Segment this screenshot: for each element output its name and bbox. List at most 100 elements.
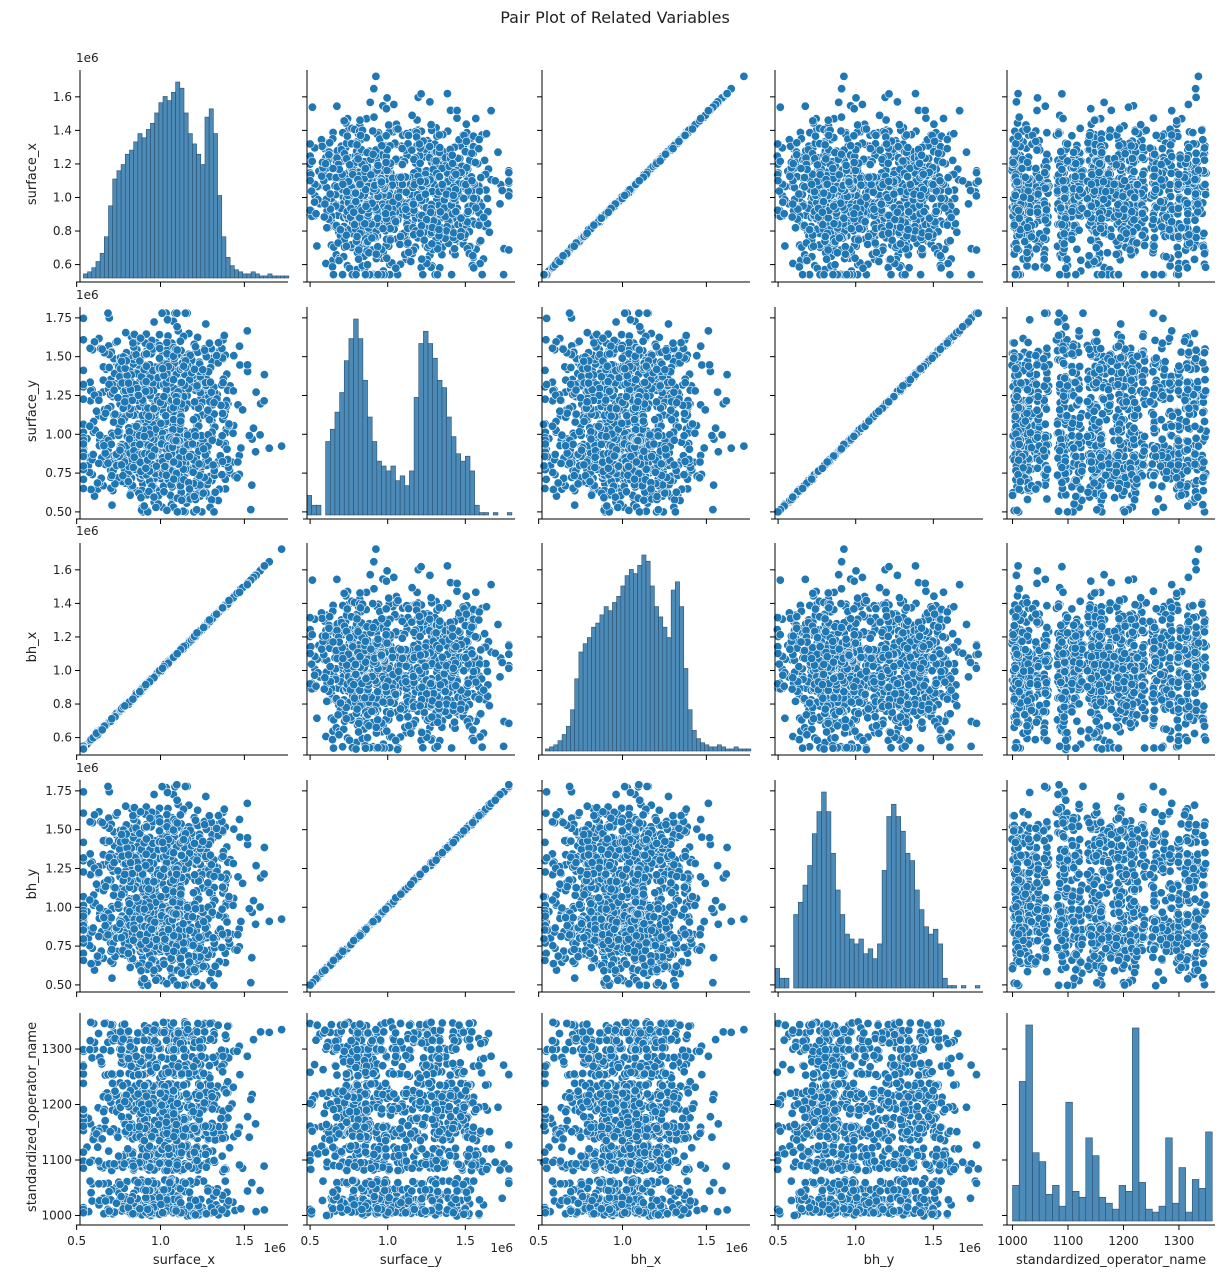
scatter-point [902, 131, 910, 139]
scatter-point [780, 210, 788, 218]
scatter-point [361, 270, 369, 278]
scatter-point [374, 270, 382, 278]
scatter-point [362, 202, 370, 210]
scatter-point [972, 246, 980, 254]
scatter-point [885, 90, 893, 98]
hist-bar-surface_x [142, 138, 146, 278]
scatter-point [394, 193, 402, 201]
chart-title: Pair Plot of Related Variables [500, 8, 730, 27]
scatter-point [1054, 130, 1062, 138]
scatter-point [950, 130, 958, 138]
scatter-point [850, 132, 858, 140]
scatter-point [396, 240, 404, 248]
scatter-point [377, 178, 385, 186]
hist-bar-surface_x [197, 154, 201, 278]
scatter-point [382, 132, 390, 140]
scatter-point [865, 173, 873, 181]
scatter-point [408, 111, 416, 119]
scatter-point [432, 157, 440, 165]
scatter-point [472, 204, 480, 212]
scatter-point [1201, 263, 1209, 271]
scatter-point [944, 173, 952, 181]
scatter-point [404, 239, 412, 247]
hist-bar-surface_x [201, 165, 205, 278]
scatter-point [829, 164, 837, 172]
scatter-point [1174, 250, 1182, 258]
scatter-point [379, 224, 387, 232]
scatter-point [570, 242, 578, 250]
scatter-point [943, 144, 951, 152]
scatter-point [386, 236, 394, 244]
scatter-point [335, 256, 343, 264]
y-tick-label: 0.8 [53, 224, 72, 238]
scatter-point [405, 248, 413, 256]
scatter-point [903, 172, 911, 180]
scatter-point [841, 250, 849, 258]
scatter-point [449, 191, 457, 199]
scatter-point [930, 137, 938, 145]
scatter-point [356, 180, 364, 188]
scatter-point [1009, 158, 1017, 166]
scatter-point [962, 148, 970, 156]
hist-bar-surface_x [247, 274, 251, 278]
scatter-point [426, 142, 434, 150]
scatter-point [904, 143, 912, 151]
hist-bar-surface_x [138, 134, 142, 278]
scatter-point [1058, 90, 1066, 98]
scatter-point [830, 220, 838, 228]
scatter-point [837, 85, 845, 93]
scatter-point [930, 120, 938, 128]
scatter-point [884, 159, 892, 167]
scatter-point [862, 125, 870, 133]
scatter-point [1015, 113, 1023, 121]
hist-bar-surface_x [88, 272, 92, 278]
hist-bar-surface_x [218, 195, 222, 278]
scatter-point [390, 100, 398, 108]
scatter-point [499, 270, 507, 278]
scatter-point [505, 168, 513, 176]
scatter-point [404, 131, 412, 139]
hist-bar-surface_x [251, 272, 255, 278]
scatter-point [852, 94, 860, 102]
hist-bar-surface_x [100, 253, 104, 278]
scatter-point [366, 98, 374, 106]
scatter-point [916, 191, 924, 199]
scatter-point [394, 125, 402, 133]
scatter-point [448, 159, 456, 167]
scatter-point [346, 161, 354, 169]
scatter-point [939, 114, 947, 122]
scatter-point [343, 188, 351, 196]
y-tick-label: 0.6 [53, 258, 72, 272]
scatter-point [808, 180, 816, 188]
scatter-point [809, 242, 817, 250]
hist-bar-surface_x [264, 276, 268, 278]
hist-bar-surface_x [243, 274, 247, 278]
scatter-point [964, 200, 972, 208]
scatter-point [590, 221, 598, 229]
scatter-point [372, 72, 380, 80]
scatter-point [884, 229, 892, 237]
scatter-point [917, 151, 925, 159]
scatter-point [326, 190, 334, 198]
scatter-point [857, 181, 865, 189]
scatter-point [485, 228, 493, 236]
scatter-point [875, 257, 883, 265]
scatter-point [825, 131, 833, 139]
scatter-point [862, 193, 870, 201]
scatter-point [842, 161, 850, 169]
scatter-point [850, 210, 858, 218]
hist-bar-surface_x [230, 266, 234, 278]
hist-bar-surface_x [125, 154, 129, 278]
hist-bar-surface_x [276, 276, 280, 278]
hist-bar-surface_x [192, 144, 196, 278]
hist-bar-surface_x [222, 237, 226, 278]
scatter-point [443, 89, 451, 97]
scatter-point [1090, 116, 1098, 124]
scatter-point [855, 224, 863, 232]
scatter-point [338, 270, 346, 278]
scatter-point [374, 243, 382, 251]
scatter-point [396, 232, 404, 240]
scatter-point [540, 270, 548, 278]
scatter-point [875, 111, 883, 119]
y-tick-label: 1.0 [53, 190, 72, 204]
